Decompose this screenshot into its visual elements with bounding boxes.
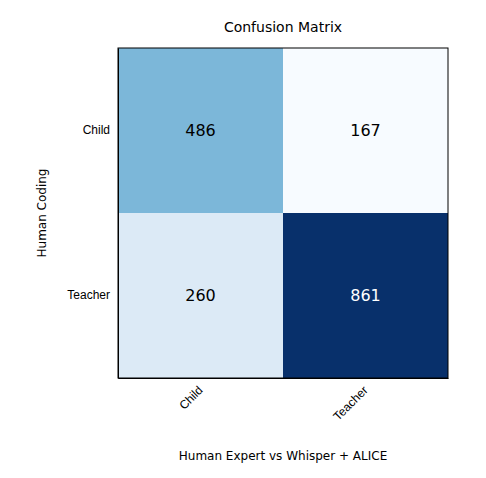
data-label: 861 bbox=[350, 286, 381, 305]
tick-label: Teacher bbox=[67, 288, 110, 302]
y-axis: Child Teacher bbox=[67, 49, 118, 379]
tick-label: Teacher bbox=[330, 383, 370, 423]
x-label: Human Expert vs Whisper + ALICE bbox=[179, 449, 387, 463]
chart: 486 167 260 861 Child Teacher Child Teacher Conf… bbox=[0, 0, 486, 478]
tick-label: Child bbox=[83, 123, 110, 137]
tick: Child bbox=[83, 123, 110, 137]
y-label: Human Coding bbox=[35, 169, 49, 258]
data-label: 167 bbox=[350, 121, 381, 140]
cell bbox=[118, 213, 283, 378]
tick: Teacher bbox=[330, 383, 370, 423]
plot: 486 167 260 861 Child Teacher Child Teacher bbox=[67, 48, 448, 423]
cell bbox=[118, 48, 283, 213]
title: Confusion Matrix bbox=[224, 19, 342, 35]
tick: Teacher bbox=[67, 288, 110, 302]
data-label: 260 bbox=[185, 286, 216, 305]
tick-label: Child bbox=[176, 383, 205, 412]
tick: Child bbox=[176, 383, 205, 412]
data-label: 486 bbox=[185, 121, 216, 140]
frame bbox=[118, 48, 448, 378]
data-labels: 486 167 260 861 bbox=[185, 121, 381, 305]
cell bbox=[283, 48, 448, 213]
x-axis: Child Teacher bbox=[119, 379, 449, 424]
cells bbox=[118, 48, 448, 378]
cell bbox=[283, 213, 448, 378]
